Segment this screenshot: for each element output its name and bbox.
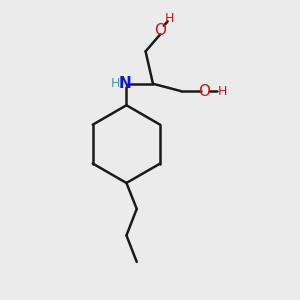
Text: O: O [199, 84, 211, 99]
Text: H: H [218, 85, 227, 98]
Text: N: N [118, 76, 131, 91]
Text: H: H [111, 77, 120, 90]
Text: H: H [165, 12, 174, 25]
Text: O: O [154, 23, 166, 38]
